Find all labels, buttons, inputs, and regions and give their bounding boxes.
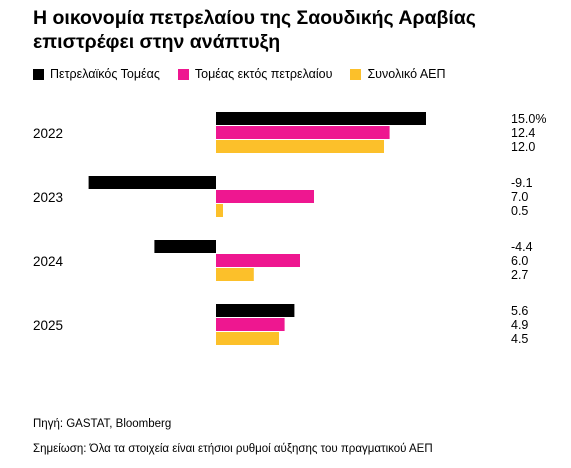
bar-oil-sector-2022 [216,112,426,125]
legend-item-non-oil-sector: Τομέας εκτός πετρελαίου [177,66,333,82]
value-label-total-gdp-2025: 4.5 [511,332,528,346]
value-label-oil-sector-2025: 5.6 [511,304,528,318]
category-label-2023: 2023 [33,190,63,205]
source-note: Πηγή: GASTAT, Bloomberg [33,418,172,430]
category-label-2022: 2022 [33,126,63,141]
category-label-2025: 2025 [33,318,63,333]
legend-swatch-non-oil-sector [177,68,189,80]
value-label-oil-sector-2023: -9.1 [511,176,533,190]
value-label-non-oil-sector-2023: 7.0 [511,190,528,204]
bar-non-oil-sector-2023 [216,190,314,203]
category-label-2024: 2024 [33,254,64,269]
legend-label-total-gdp: Συνολικό ΑΕΠ [367,67,446,81]
bar-total-gdp-2023 [216,204,223,217]
bar-oil-sector-2023 [88,176,216,189]
value-label-oil-sector-2022: 15.0% [511,112,546,126]
value-label-non-oil-sector-2024: 6.0 [511,254,528,268]
legend-swatch-total-gdp [350,68,362,80]
value-label-non-oil-sector-2022: 12.4 [511,126,535,140]
value-label-non-oil-sector-2025: 4.9 [511,318,528,332]
legend-swatch-oil-sector [33,68,44,80]
value-label-total-gdp-2022: 12.0 [511,140,535,154]
legend-label-non-oil-sector: Τομέας εκτός πετρελαίου [194,67,333,81]
bar-non-oil-sector-2024 [216,254,300,267]
legend-item-total-gdp: Συνολικό ΑΕΠ [350,66,446,82]
bar-chart: 2022 15.0%12.412.0 2023 -9.17.00.5 2024 -4.46… [33,112,546,346]
chart-title: Η οικονομία πετρελαίου της Σαουδικής Αρα… [33,7,476,53]
footnote: Σημείωση: Όλα τα στοιχεία είναι ετήσιοι … [33,443,433,455]
value-label-total-gdp-2023: 0.5 [511,204,528,218]
legend-label-oil-sector: Πετρελαϊκός Τομέας [50,67,160,81]
value-label-total-gdp-2024: 2.7 [511,268,528,282]
bar-non-oil-sector-2025 [216,318,285,331]
legend: Πετρελαϊκός Τομέας Τομέας εκτός πετρελαί… [33,66,464,82]
legend-item-oil-sector: Πετρελαϊκός Τομέας [33,66,160,82]
value-label-oil-sector-2024: -4.4 [511,240,533,254]
bar-total-gdp-2025 [216,332,279,345]
bar-total-gdp-2024 [216,268,254,281]
bar-non-oil-sector-2022 [216,126,390,139]
bar-total-gdp-2022 [216,140,384,153]
bar-oil-sector-2024 [154,240,216,253]
bar-oil-sector-2025 [216,304,295,317]
